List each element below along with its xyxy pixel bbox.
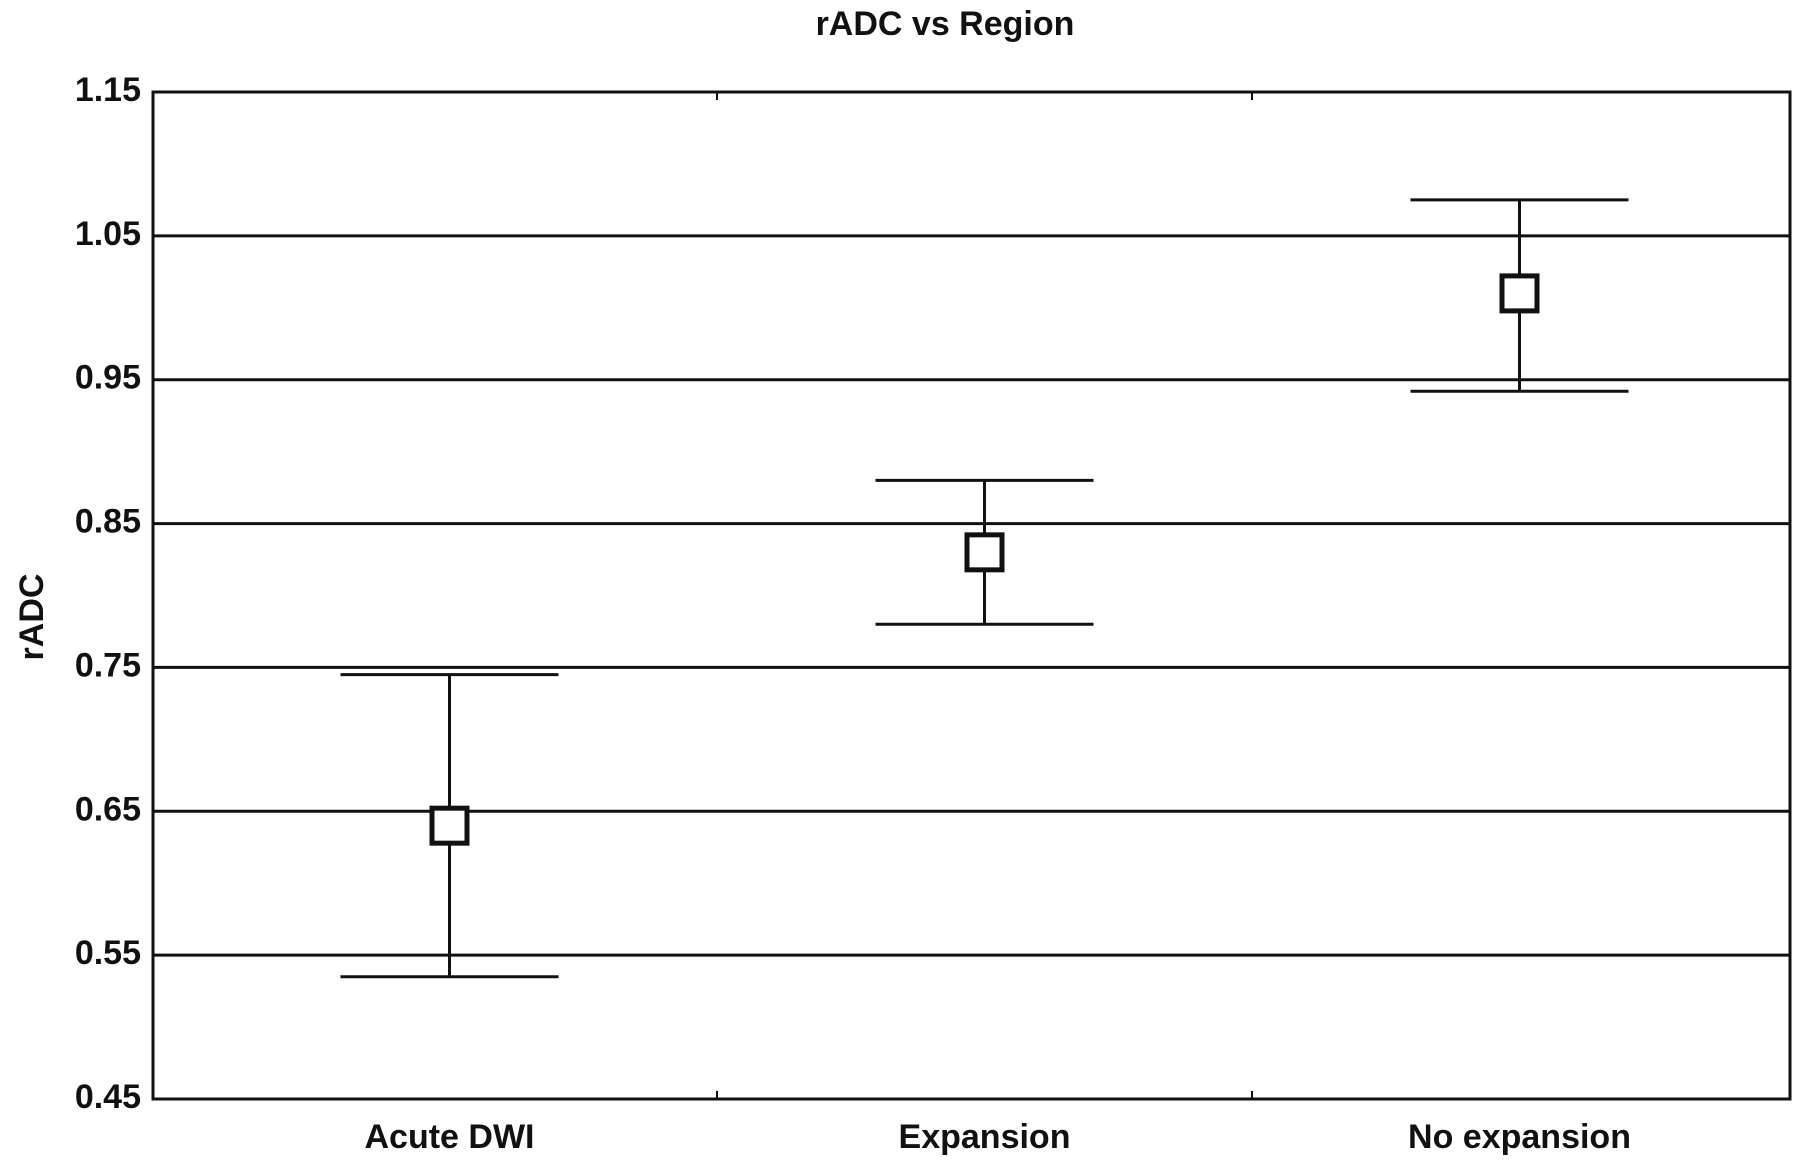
x-tick-label: Expansion — [899, 1118, 1071, 1156]
y-tick-label: 0.85 — [75, 503, 141, 541]
chart-title: rADC vs Region — [816, 5, 1075, 43]
plot-frame — [151, 90, 1792, 1101]
x-tick-label: Acute DWI — [365, 1118, 535, 1156]
y-tick-label: 0.75 — [75, 646, 141, 684]
x-tick-label: No expansion — [1408, 1118, 1631, 1156]
y-tick-label: 1.05 — [75, 215, 141, 253]
y-tick-label: 0.65 — [75, 790, 141, 828]
mean-marker — [1499, 273, 1540, 314]
y-axis-label: rADC — [13, 574, 51, 661]
mean-marker — [429, 805, 470, 846]
y-tick-label: 0.95 — [75, 359, 141, 397]
y-tick-label: 0.55 — [75, 934, 141, 972]
y-tick-label: 0.45 — [75, 1078, 141, 1116]
mean-marker — [964, 532, 1005, 573]
y-tick-label: 1.15 — [75, 71, 141, 109]
